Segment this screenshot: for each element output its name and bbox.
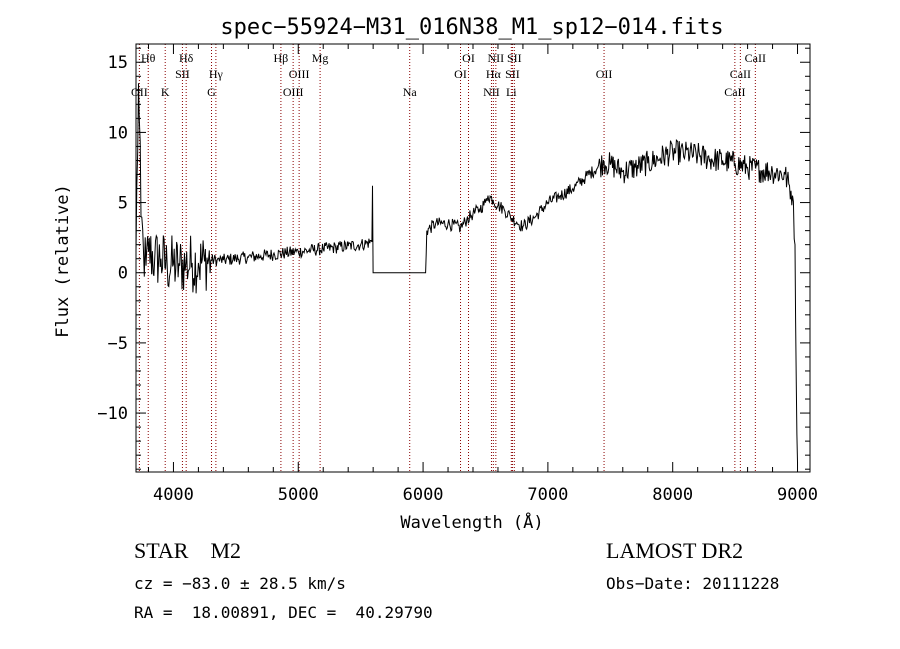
redshift-cz: cz = −83.0 ± 28.5 km/s [134, 574, 346, 593]
x-tick-label: 8000 [652, 485, 693, 505]
line-marker-label: SII [507, 51, 522, 65]
y-tick-label: 10 [108, 123, 128, 143]
x-tick-label: 7000 [527, 485, 568, 505]
line-marker-label: Hβ [274, 51, 289, 65]
line-marker-label: NII [483, 85, 500, 99]
line-marker-label: SII [175, 67, 190, 81]
line-marker-label: CaII [724, 85, 745, 99]
line-marker-label: Hα [486, 67, 502, 81]
coordinates: RA = 18.00891, DEC = 40.29790 [134, 603, 433, 622]
line-marker-label: OI [462, 51, 475, 65]
spectrum-line [135, 83, 798, 463]
line-marker-label: Na [403, 85, 418, 99]
line-marker-label: OII [131, 85, 148, 99]
chart-title: spec−55924−M31_016N38_M1_sp12−014.fits [220, 15, 723, 40]
line-marker-label: Hγ [209, 67, 224, 81]
line-marker-label: OI [454, 67, 467, 81]
axis-ticks: 4000 5000 6000 7000 8000 9000 −10 −5 0 5 10 15 [97, 44, 818, 505]
y-tick-label: −10 [97, 404, 128, 424]
x-axis-label: Wavelength (Å) [400, 511, 543, 533]
line-marker-label: G [207, 85, 216, 99]
line-marker-labels: OIIHθKSIIHδGHγHβOIIIOIIIMgNaOIOINIIHαNII… [131, 51, 766, 99]
line-marker-label: Li [506, 85, 517, 99]
x-tick-label: 5000 [278, 485, 319, 505]
y-axis-label: Flux (relative) [53, 184, 73, 338]
line-marker-label: CaII [730, 67, 751, 81]
y-tick-label: −5 [108, 334, 128, 354]
line-marker-label: K [161, 85, 170, 99]
observation-date: Obs−Date: 20111228 [606, 574, 780, 593]
y-tick-label: 15 [108, 53, 128, 73]
line-marker-label: Hδ [179, 51, 194, 65]
x-tick-label: 4000 [153, 485, 194, 505]
line-marker-label: OII [596, 67, 613, 81]
y-tick-label: 5 [118, 194, 128, 214]
x-tick-label: 9000 [777, 485, 818, 505]
line-marker-label: OIII [283, 85, 304, 99]
survey-name: LAMOST DR2 [606, 538, 744, 563]
line-marker-label: Hθ [141, 51, 156, 65]
line-marker-label: Mg [312, 51, 329, 65]
line-marker-label: SII [505, 67, 520, 81]
object-class: STAR M2 [134, 538, 242, 563]
line-markers [138, 44, 756, 472]
x-tick-label: 6000 [403, 485, 444, 505]
y-tick-label: 0 [118, 264, 128, 284]
line-marker-label: CaII [745, 51, 766, 65]
line-marker-label: NII [488, 51, 505, 65]
line-marker-label: OIII [289, 67, 310, 81]
